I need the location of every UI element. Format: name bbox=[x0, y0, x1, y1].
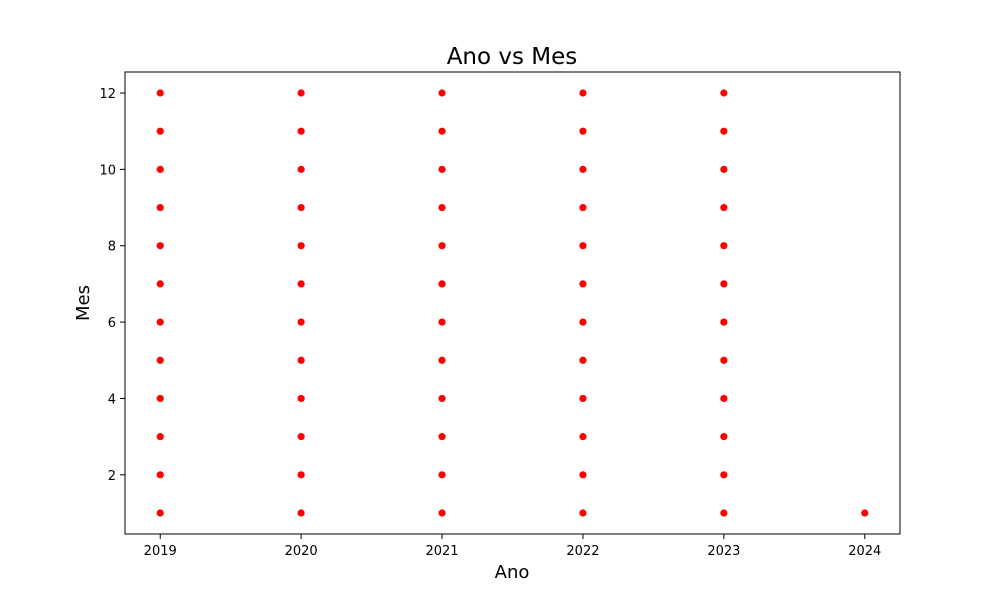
data-point bbox=[438, 127, 446, 135]
y-tick-label: 2 bbox=[108, 469, 116, 484]
data-point bbox=[438, 356, 446, 364]
data-point bbox=[720, 165, 728, 173]
data-point bbox=[156, 280, 164, 288]
data-point bbox=[297, 394, 305, 403]
data-point bbox=[297, 127, 305, 135]
data-point bbox=[720, 318, 728, 326]
data-point bbox=[438, 89, 446, 97]
data-point bbox=[297, 242, 305, 250]
data-points bbox=[156, 89, 869, 517]
data-point bbox=[579, 318, 587, 326]
data-point bbox=[861, 509, 869, 517]
data-point bbox=[297, 280, 305, 288]
data-point bbox=[579, 165, 587, 173]
data-point bbox=[156, 242, 164, 250]
data-point bbox=[156, 318, 164, 326]
data-point bbox=[579, 356, 587, 364]
data-point bbox=[579, 89, 587, 97]
x-tick-label: 2024 bbox=[848, 544, 881, 559]
x-tick-label: 2022 bbox=[566, 544, 599, 559]
y-tick-label: 10 bbox=[99, 163, 116, 178]
data-point bbox=[720, 89, 728, 97]
chart-title: Ano vs Mes bbox=[447, 44, 578, 70]
data-point bbox=[297, 356, 305, 364]
data-point bbox=[156, 89, 164, 97]
data-point bbox=[297, 509, 305, 517]
data-point bbox=[156, 356, 164, 364]
data-point bbox=[156, 394, 164, 403]
data-point bbox=[720, 242, 728, 250]
data-point bbox=[720, 203, 728, 212]
y-tick-label: 12 bbox=[99, 87, 116, 102]
data-point bbox=[156, 509, 164, 517]
data-point bbox=[438, 203, 446, 212]
x-tick-label: 2021 bbox=[425, 544, 458, 559]
data-point bbox=[156, 203, 164, 212]
data-point bbox=[438, 165, 446, 173]
data-point bbox=[438, 318, 446, 326]
data-point bbox=[720, 127, 728, 135]
data-point bbox=[720, 394, 728, 403]
data-point bbox=[720, 433, 728, 441]
data-point bbox=[579, 127, 587, 135]
x-tick-label: 2023 bbox=[707, 544, 740, 559]
data-point bbox=[579, 203, 587, 212]
y-tick-label: 6 bbox=[108, 316, 116, 331]
y-tick-label: 8 bbox=[108, 240, 116, 255]
data-point bbox=[156, 165, 164, 173]
data-point bbox=[438, 394, 446, 403]
data-point bbox=[720, 509, 728, 517]
data-point bbox=[579, 242, 587, 250]
data-point bbox=[156, 433, 164, 441]
data-point bbox=[579, 509, 587, 517]
data-point bbox=[156, 471, 164, 479]
data-point bbox=[579, 433, 587, 441]
data-point bbox=[297, 203, 305, 212]
x-axis-ticks: 2019 2020 2021 2022 2023 2024 bbox=[144, 534, 881, 559]
data-point bbox=[297, 433, 305, 441]
data-point bbox=[297, 89, 305, 97]
y-axis-label: Mes bbox=[73, 285, 94, 321]
data-point bbox=[297, 165, 305, 173]
data-point bbox=[438, 509, 446, 517]
y-tick-label: 4 bbox=[108, 392, 116, 407]
y-axis-ticks: 2 4 6 8 10 12 bbox=[99, 87, 125, 484]
data-point bbox=[438, 242, 446, 250]
x-axis-label: Ano bbox=[495, 562, 530, 583]
data-point bbox=[720, 356, 728, 364]
data-point bbox=[297, 471, 305, 479]
data-point bbox=[438, 471, 446, 479]
data-point bbox=[438, 433, 446, 441]
data-point bbox=[720, 280, 728, 288]
x-tick-label: 2019 bbox=[144, 544, 177, 559]
data-point bbox=[156, 127, 164, 135]
data-point bbox=[720, 471, 728, 479]
data-point bbox=[579, 394, 587, 403]
plot-area-frame bbox=[124, 71, 901, 535]
data-point bbox=[438, 280, 446, 288]
data-point bbox=[579, 280, 587, 288]
data-point bbox=[297, 318, 305, 326]
x-tick-label: 2020 bbox=[285, 544, 318, 559]
data-point bbox=[579, 471, 587, 479]
